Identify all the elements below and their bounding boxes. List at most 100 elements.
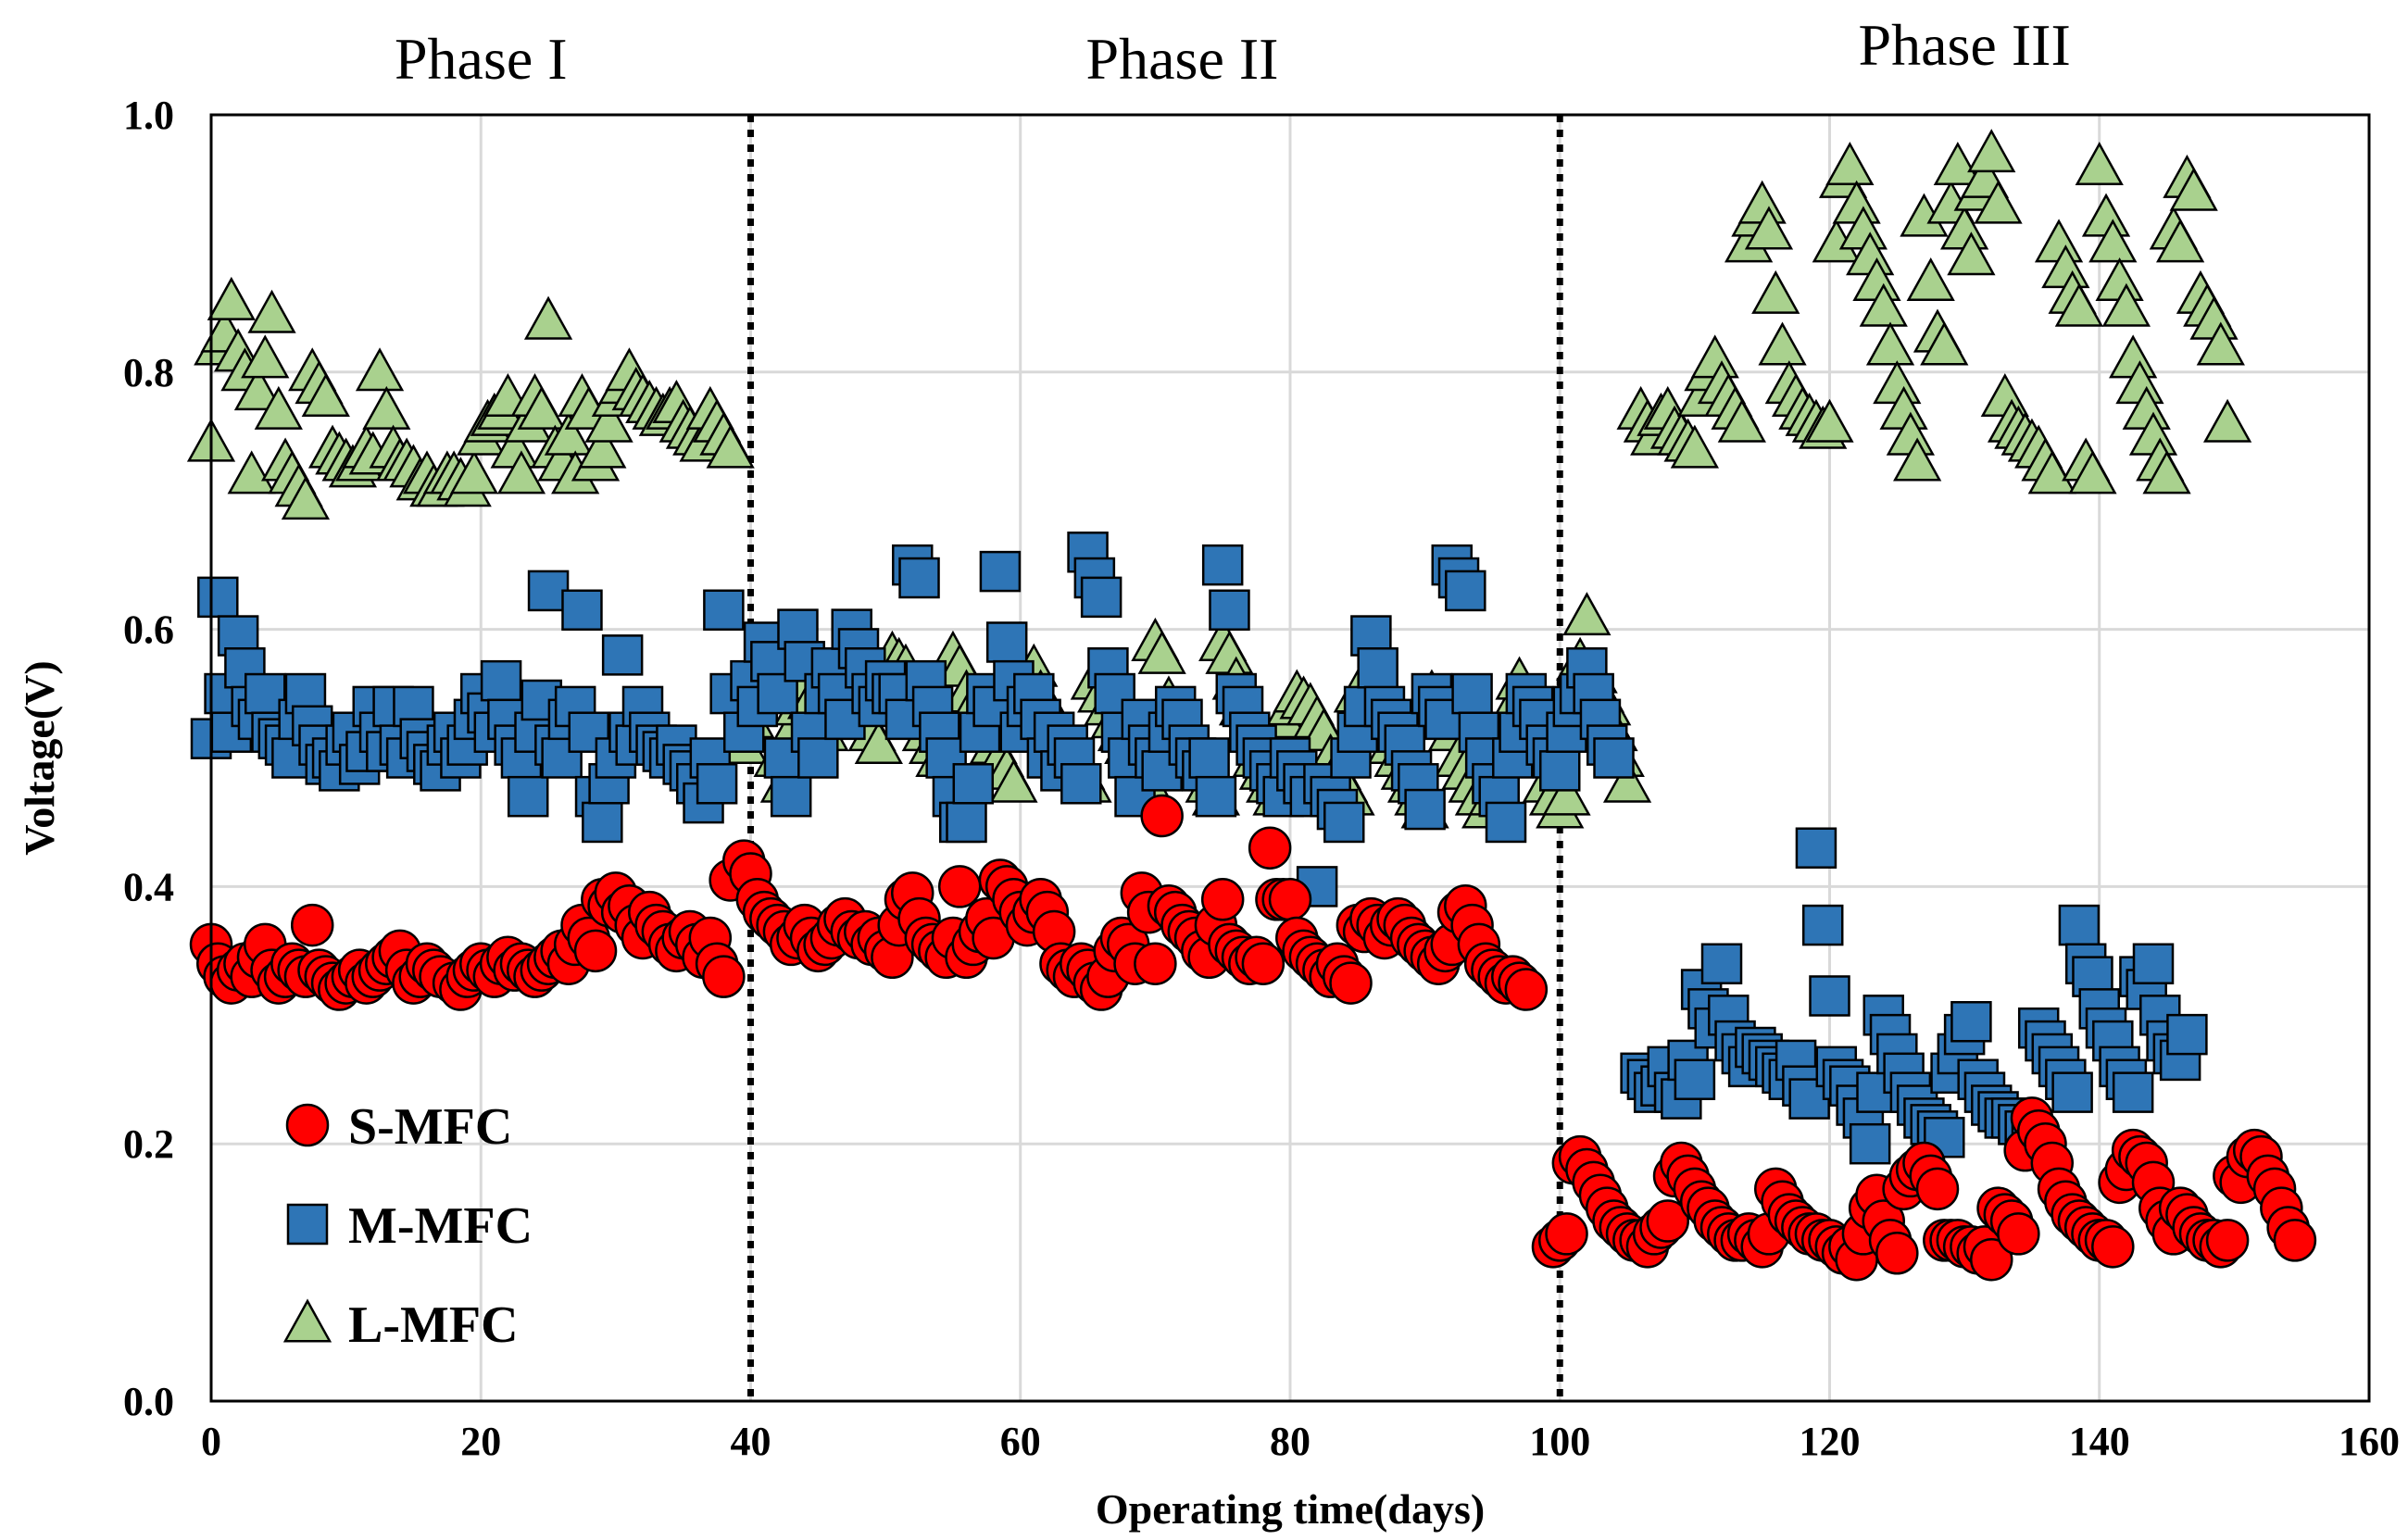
data-point-m-mfc [1809, 975, 1850, 1017]
data-point-l-mfc [1933, 141, 1982, 186]
x-tick-label: 60 [1000, 1419, 1041, 1464]
data-point-m-mfc [1404, 788, 1446, 831]
data-point-l-mfc [1859, 282, 1908, 327]
data-point-m-mfc [696, 763, 738, 805]
data-point-s-mfc [1970, 1237, 2013, 1282]
data-point-m-mfc [985, 621, 1028, 663]
data-point-l-mfc [227, 450, 276, 495]
data-point-s-mfc [702, 955, 746, 998]
legend-label: M-MFC [348, 1197, 533, 1255]
data-point-l-mfc [706, 424, 755, 469]
data-point-s-mfc [937, 865, 982, 908]
data-point-l-mfc [989, 758, 1038, 803]
data-point-m-mfc [1201, 544, 1244, 586]
data-point-l-mfc [2068, 450, 2117, 495]
data-point-m-mfc [1593, 737, 1635, 779]
legend-marker-m-mfc [286, 1203, 329, 1246]
data-point-m-mfc [1924, 1117, 1965, 1158]
data-point-l-mfc [1805, 398, 1854, 443]
data-point-m-mfc [757, 672, 798, 715]
data-point-l-mfc [1967, 129, 2016, 173]
data-point-l-mfc [449, 450, 499, 495]
data-point-s-mfc [1545, 1212, 1588, 1256]
data-point-m-mfc [1357, 647, 1398, 689]
x-tick-label: 160 [2339, 1419, 2400, 1464]
data-point-l-mfc [1137, 630, 1186, 674]
data-point-s-mfc [1329, 961, 1373, 1005]
axis-ticks: 0 20 40 60 80 100 120 140 160 0.0 0.2 0.4 0.6 0.8 1.0 [123, 93, 2400, 1464]
legend-label: S-MFC [348, 1098, 512, 1156]
data-point-l-mfc [2095, 257, 2144, 302]
x-tick-label: 120 [1800, 1419, 1861, 1464]
data-point-l-mfc [254, 385, 303, 430]
legend-marker-s-mfc [285, 1103, 330, 1147]
data-point-m-mfc [2112, 1071, 2154, 1113]
plot-frame [209, 113, 2371, 1403]
data-point-s-mfc [2091, 1225, 2135, 1269]
data-point-l-mfc [2027, 450, 2076, 495]
data-point-l-mfc [1542, 771, 1591, 816]
data-point-l-mfc [2054, 282, 2104, 327]
y-tick-label: 0.4 [123, 864, 174, 909]
data-point-m-mfc [527, 570, 570, 612]
data-point-m-mfc [197, 576, 239, 619]
data-point-l-mfc [496, 450, 546, 495]
data-point-s-mfc [573, 929, 618, 973]
y-tick-label: 1.0 [123, 93, 174, 138]
y-axis-title: Voltage(V) [16, 660, 63, 855]
data-point-m-mfc [1539, 750, 1581, 792]
data-point-m-mfc [1323, 801, 1365, 844]
data-series [186, 129, 2317, 1282]
data-point-l-mfc [241, 334, 290, 379]
data-point-l-mfc [1906, 257, 1955, 302]
data-point-m-mfc [601, 634, 644, 676]
data-point-m-mfc [561, 589, 603, 632]
data-point-m-mfc [245, 672, 286, 715]
data-point-l-mfc [247, 289, 296, 333]
data-point-m-mfc [952, 763, 995, 805]
data-point-l-mfc [1602, 758, 1652, 803]
data-point-l-mfc [1825, 141, 1875, 186]
data-point-l-mfc [584, 398, 633, 443]
data-point-m-mfc [1674, 1058, 1716, 1100]
data-point-l-mfc [2081, 193, 2131, 237]
data-point-l-mfc [2101, 282, 2151, 327]
data-point-s-mfc [1200, 878, 1245, 921]
data-point-m-mfc [507, 775, 549, 818]
data-point-m-mfc [1801, 904, 1844, 946]
data-point-l-mfc [233, 367, 283, 411]
data-point-l-mfc [1893, 437, 1942, 482]
data-point-s-mfc [1140, 794, 1184, 838]
legend-marker-l-mfc [282, 1298, 332, 1343]
x-tick-label: 80 [1270, 1419, 1311, 1464]
data-point-m-mfc [2132, 943, 2175, 984]
data-point-m-mfc [582, 801, 623, 844]
data-point-m-mfc [1445, 570, 1486, 612]
data-point-m-mfc [1849, 1122, 1891, 1165]
y-tick-label: 0.6 [123, 607, 174, 653]
x-axis-title: Operating time(days) [1096, 1485, 1485, 1533]
data-point-l-mfc [1670, 424, 1719, 469]
data-point-l-mfc [578, 424, 627, 469]
data-point-s-mfc [1997, 1212, 2040, 1256]
data-point-m-mfc [979, 550, 1022, 593]
data-point-l-mfc [1865, 321, 1915, 366]
data-point-l-mfc [2156, 219, 2205, 263]
phase-labels: Phase I Phase II Phase III [395, 12, 2071, 92]
y-tick-label: 0.0 [123, 1379, 174, 1424]
data-point-m-mfc [1080, 576, 1122, 619]
data-point-s-mfc [1134, 942, 1177, 985]
data-point-l-mfc [1974, 180, 2023, 224]
legend-label: L-MFC [348, 1296, 519, 1354]
data-point-m-mfc [480, 659, 522, 702]
data-point-m-mfc [1060, 763, 1102, 805]
data-point-l-mfc [854, 720, 903, 765]
data-point-l-mfc [1751, 269, 1800, 314]
data-point-m-mfc [1950, 1000, 1992, 1043]
data-point-l-mfc [1562, 592, 1612, 636]
y-tick-label: 0.2 [123, 1121, 174, 1167]
data-point-m-mfc [1188, 737, 1230, 779]
data-point-m-mfc [1195, 775, 1237, 818]
data-point-s-mfc [1241, 942, 1286, 985]
